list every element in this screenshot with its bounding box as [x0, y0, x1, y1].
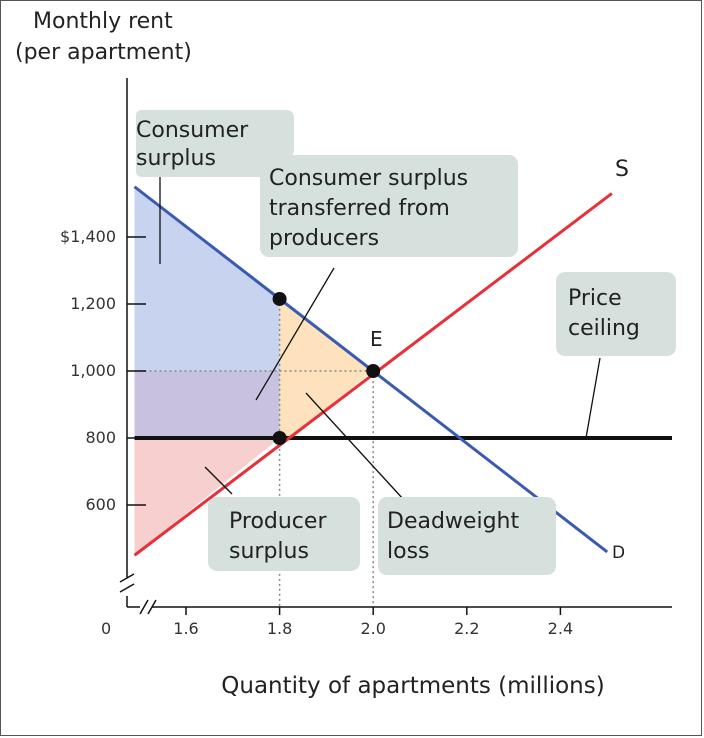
x-tick-label: 2.4: [548, 619, 573, 638]
x-axis-break: [139, 599, 157, 615]
annotation-box: [556, 272, 676, 356]
annotation-box: [260, 155, 518, 257]
chart-points: [272, 291, 381, 445]
svg-text:surplus: surplus: [229, 539, 309, 564]
svg-text:Producer: Producer: [229, 509, 327, 534]
annotation-leaders: [159, 175, 601, 501]
axis-ticks: 600 800 1,000 1,200 $1,400 1.6 1.8 2.0 2.2 2.4: [60, 227, 573, 638]
x-axis-title: Quantity of apartments (millions): [221, 673, 604, 699]
series-label-supply: S: [615, 157, 629, 182]
x-tick-label: 1.6: [173, 619, 198, 638]
annotation-box: [136, 110, 294, 177]
annotation-deadweight-loss: Deadweight loss: [378, 497, 556, 575]
y-tick-label: 600: [85, 495, 116, 514]
chart-point-1: [272, 291, 287, 306]
chart-point-2: [272, 431, 287, 445]
point-label-e: E: [370, 327, 383, 351]
svg-text:surplus: surplus: [136, 146, 216, 171]
y-axis-break: [119, 573, 135, 593]
annotation-consumer-surplus: Consumer surplus: [136, 110, 294, 177]
chart-point-0: [366, 364, 381, 378]
y-tick-label: 800: [85, 428, 116, 447]
x-tick-label: 2.0: [360, 619, 385, 638]
svg-text:producers: producers: [269, 226, 379, 251]
x-tick-label: 2.2: [454, 619, 479, 638]
y-tick-label: 1,200: [70, 294, 116, 313]
consumer-surplus-region: [134, 186, 280, 371]
svg-text:ceiling: ceiling: [568, 316, 640, 341]
y-axis-title-line2: (per apartment): [15, 40, 192, 65]
y-tick-label: 1,000: [70, 361, 116, 380]
annotation-price-ceiling: Price ceiling: [556, 272, 676, 356]
svg-text:loss: loss: [387, 539, 430, 564]
y-axis-title-line1: Monthly rent: [33, 9, 173, 34]
y-tick-label: $1,400: [60, 227, 116, 246]
annotation-producer-surplus: Producer surplus: [208, 497, 360, 571]
annotation-transferred: Consumer surplus transferred from produc…: [260, 155, 518, 257]
svg-text:Consumer: Consumer: [136, 118, 249, 143]
annotation-box: [208, 497, 360, 571]
transferred-surplus-region: [134, 371, 280, 438]
origin-label: 0: [101, 619, 111, 638]
annotation-box: [378, 497, 556, 575]
x-tick-label: 1.8: [267, 619, 292, 638]
svg-text:Consumer surplus: Consumer surplus: [269, 166, 468, 191]
svg-text:Price: Price: [568, 286, 622, 311]
svg-text:Deadweight: Deadweight: [387, 509, 519, 534]
series-label-demand: D: [612, 543, 625, 563]
svg-text:transferred from: transferred from: [269, 196, 450, 221]
